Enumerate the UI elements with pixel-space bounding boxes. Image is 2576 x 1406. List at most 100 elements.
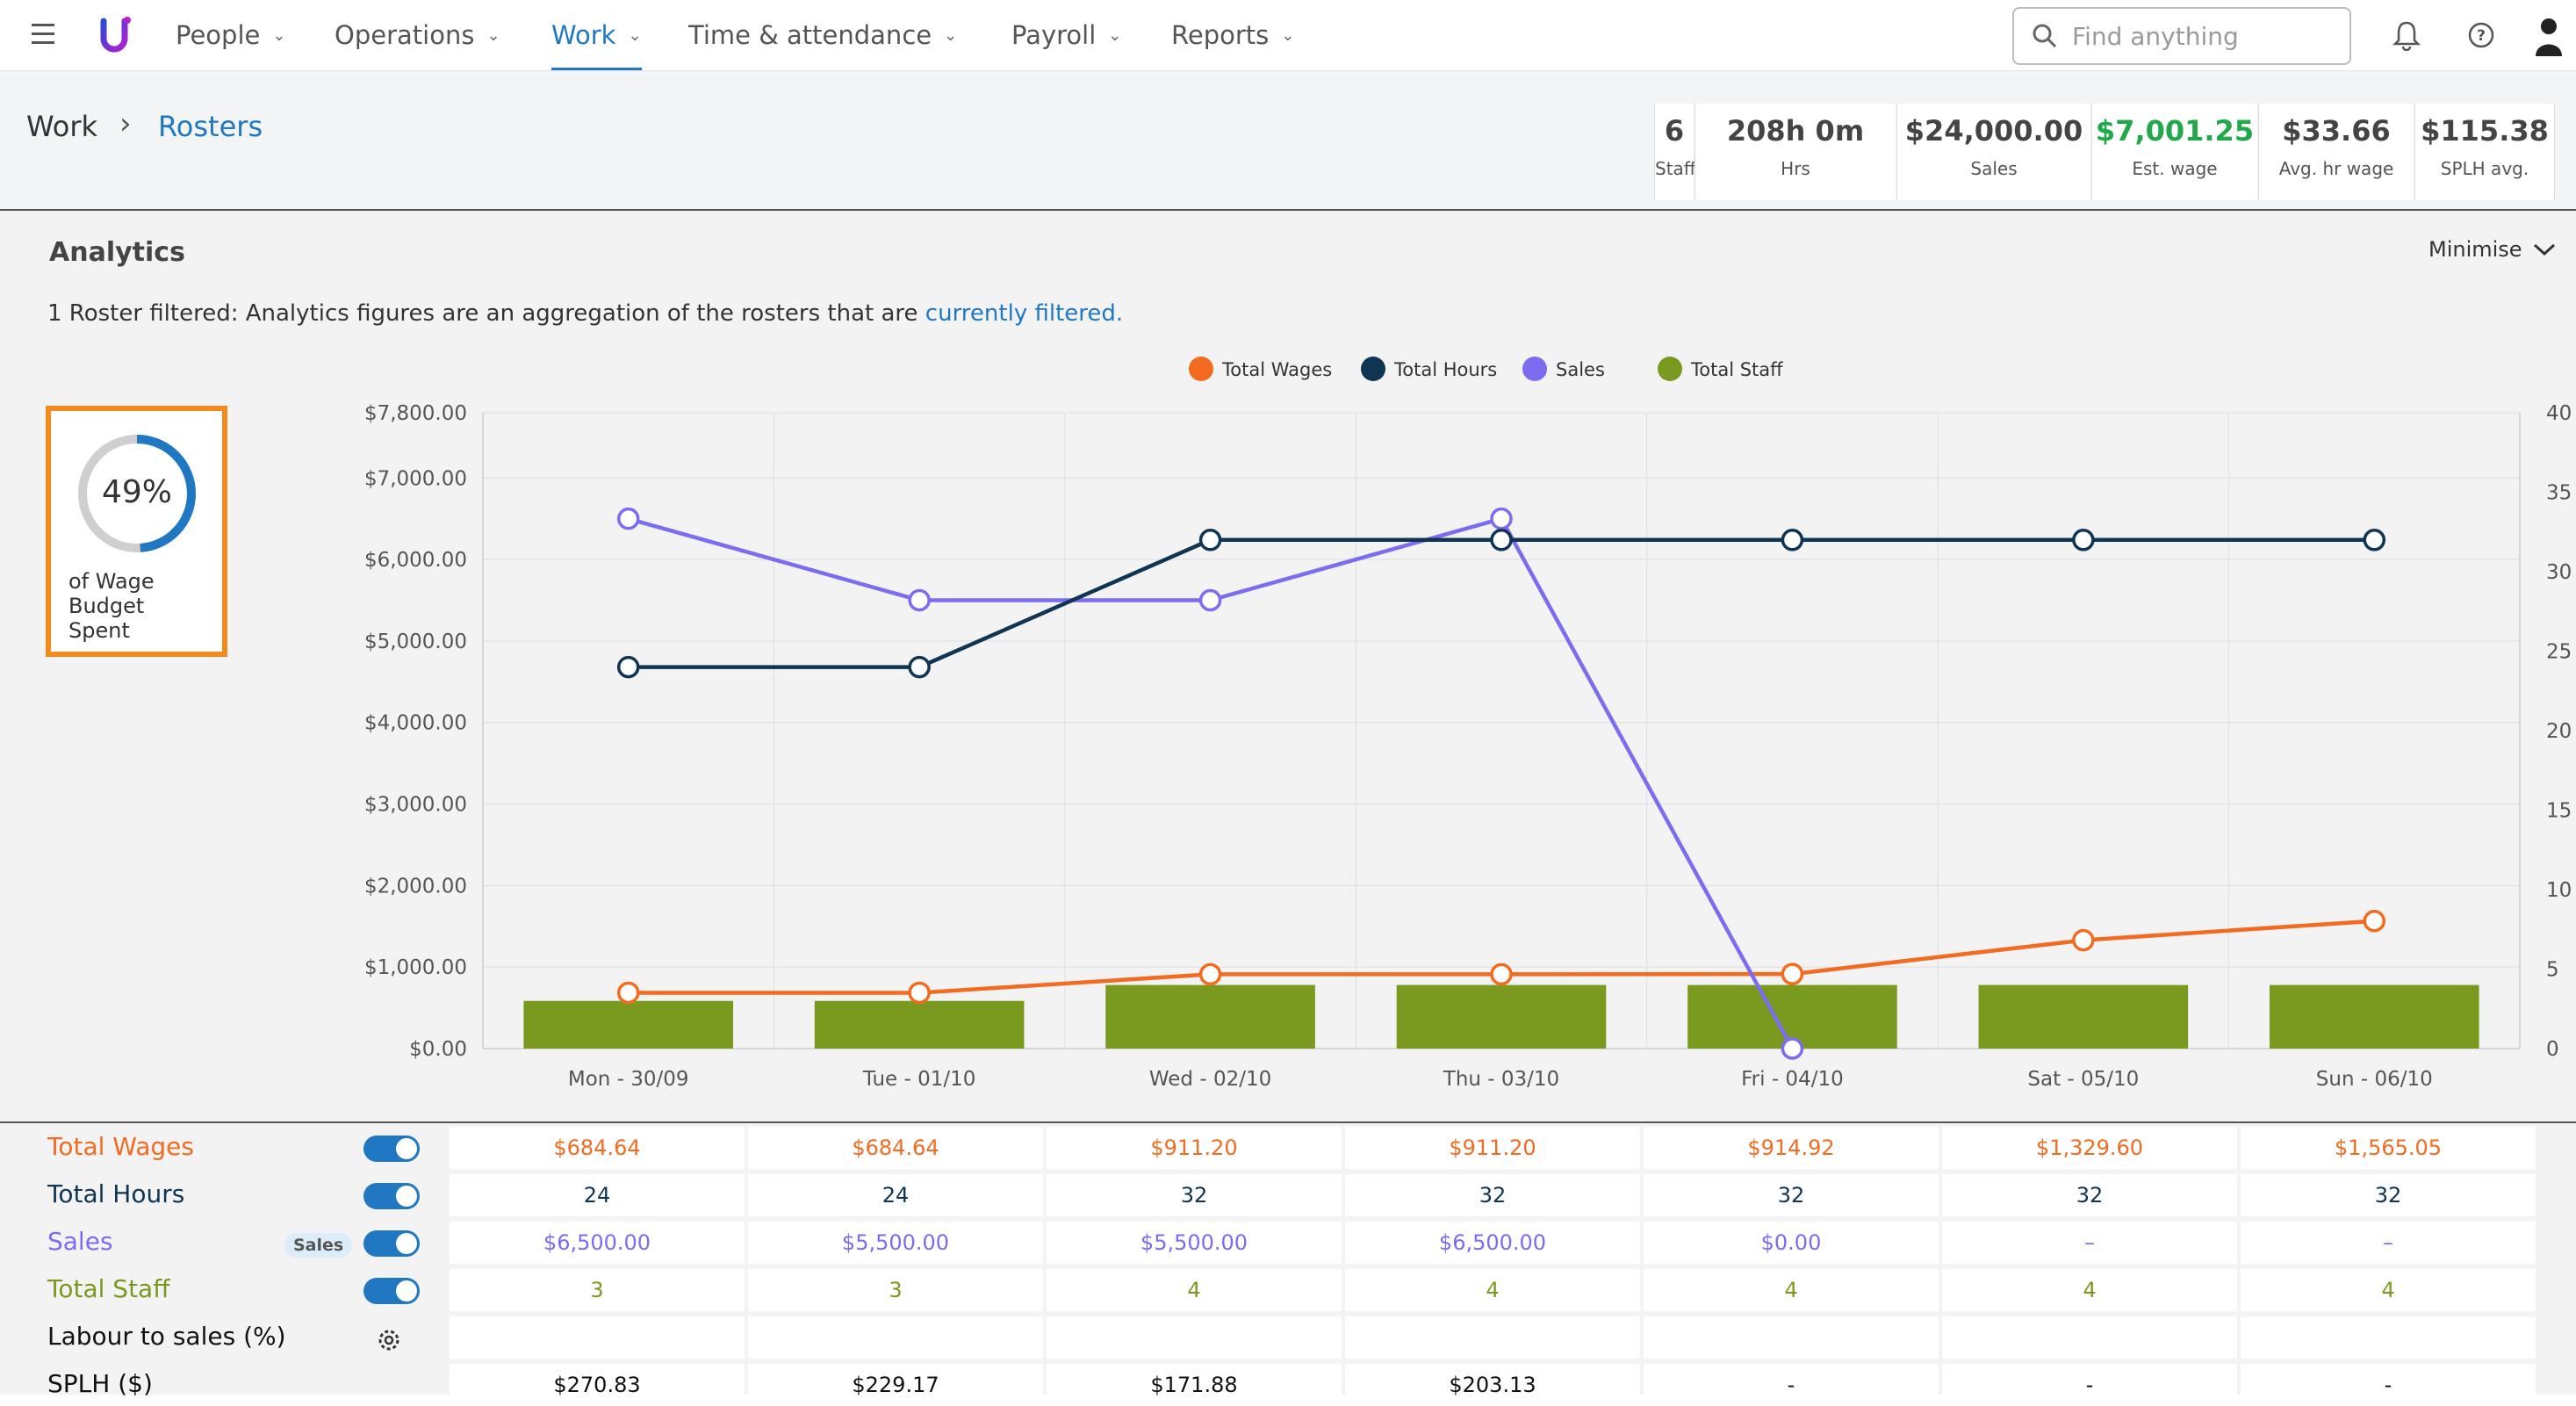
line-total-hours [628,537,2375,669]
y-right-tick-label: 40 [2546,402,2572,425]
y-left-tick-label: $1,000.00 [364,956,467,979]
table-cell: 24 [450,1174,745,1216]
row-label: Total Staff [47,1274,170,1303]
point-total-hours [2072,529,2095,552]
sales-badge: Sales [284,1233,353,1258]
legend-label: Sales [1556,359,1605,380]
point-total-hours [1490,529,1513,552]
y-left-tick-label: $7,800.00 [364,402,467,425]
y-right-tick-label: 10 [2546,879,2572,902]
bar-total-staff [523,1000,734,1049]
bar-total-staff [1396,984,1607,1049]
chevron-down-icon: ⌄ [944,25,958,45]
budget-percent: 49% [101,474,172,510]
table-cell: $0.00 [1644,1222,1939,1264]
stat-est-wage-value: $7,001.25 [2095,114,2255,148]
search-box[interactable] [2012,7,2351,65]
table-cell: $911.20 [1047,1127,1342,1169]
table-cell [450,1316,745,1359]
row-label: Sales [47,1227,113,1256]
nav-payroll[interactable]: Payroll ⌄ [1011,0,1121,70]
x-tick-label: Thu - 03/10 [1443,1068,1559,1091]
row-label: Labour to sales (%) [47,1322,286,1351]
nav-operations-label: Operations [335,20,475,50]
table-cell [2241,1316,2536,1359]
nav-people-label: People [176,20,261,50]
legend-label: Total Wages [1221,359,1332,380]
analytics-title: Analytics [49,237,185,268]
point-total-hours [1781,529,1804,552]
chevron-down-icon: ⌄ [272,25,286,45]
legend-label: Total Hours [1393,359,1497,380]
table-cell: $911.20 [1345,1127,1640,1169]
nav-time-label: Time & attendance [688,20,932,50]
point-sales [1490,507,1513,530]
nav-work[interactable]: Work ⌄ [551,0,642,70]
y-left-tick-label: $7,000.00 [364,467,467,490]
budget-caption-line: Budget [68,594,145,618]
table-cell: $1,329.60 [1942,1127,2237,1169]
logo-icon[interactable] [98,16,133,54]
series-toggle[interactable] [363,1230,420,1257]
nav-reports[interactable]: Reports ⌄ [1171,0,1294,70]
svg-text:?: ? [2477,27,2486,45]
table-cell: $171.88 [1047,1364,1342,1406]
nav-time-attendance[interactable]: Time & attendance ⌄ [688,0,957,70]
nav-people[interactable]: People ⌄ [176,0,285,70]
chevron-down-icon: ⌄ [1281,25,1295,45]
currently-filtered-link[interactable]: currently filtered. [925,300,1124,327]
series-toggle[interactable] [363,1278,420,1304]
search-input[interactable] [2070,18,2337,54]
gear-icon[interactable] [376,1327,402,1353]
stat-splh-label: SPLH avg. [2440,158,2529,179]
budget-donut [78,435,196,552]
table-cell: $5,500.00 [748,1222,1043,1264]
table-cell: – [1942,1222,2237,1264]
table-cell: 32 [2241,1174,2536,1216]
chevron-down-icon [2533,243,2555,256]
stat-avg-wage-label: Avg. hr wage [2278,158,2394,179]
chevron-down-icon: ⌄ [628,25,642,45]
table-cell: 32 [1345,1174,1640,1216]
breadcrumb-parent[interactable]: Work [26,110,98,143]
series-toggle[interactable] [363,1183,420,1209]
user-icon[interactable] [2534,16,2564,56]
point-total-wages [908,981,931,1005]
x-tick-label: Tue - 01/10 [862,1068,976,1091]
table-cell: 4 [1644,1269,1939,1311]
x-tick-label: Sat - 05/10 [2027,1068,2139,1091]
stat-splh-value: $115.38 [2421,114,2549,148]
table-cell: $6,500.00 [1345,1222,1640,1264]
analytics-chart: $0.00 $1,000.00 $2,000.00 $3,000.00 $4,000.0… [364,357,2572,1091]
table-cell: 4 [1047,1269,1342,1311]
row-label: SPLH ($) [47,1369,153,1398]
top-navigation: People ⌄ Operations ⌄ Work ⌄ Time & attenda… [0,0,2576,71]
row-label: Total Hours [47,1179,185,1208]
table-cell: $270.83 [450,1364,745,1406]
table-cell: - [2241,1364,2536,1406]
stat-hours: 208h 0m Hrs [1695,104,1896,200]
point-total-hours [2363,529,2386,552]
stat-sales-value: $24,000.00 [1904,114,2083,148]
x-tick-label: Fri - 04/10 [1741,1068,1844,1091]
point-total-wages [1490,963,1513,986]
filter-note-text: 1 Roster filtered: Analytics figures are… [47,300,918,327]
stat-staff: 6 Staff [1654,104,1696,200]
table-cell: $1,565.05 [2241,1127,2536,1169]
table-cell: $203.13 [1345,1364,1640,1406]
row-label: Total Wages [47,1132,194,1161]
menu-icon[interactable] [32,24,56,45]
bell-icon[interactable] [2392,19,2421,51]
y-right-tick-label: 0 [2546,1038,2559,1061]
legend-marker [1189,357,1213,381]
point-sales [1198,588,1222,612]
series-toggle[interactable] [363,1136,420,1162]
table-cell: 4 [2241,1269,2536,1311]
y-left-tick-label: $3,000.00 [364,794,467,817]
nav-operations[interactable]: Operations ⌄ [335,0,500,70]
minimise-button[interactable]: Minimise [2428,237,2558,262]
bar-total-staff [1978,984,2189,1049]
budget-caption: of Wage Budget Spent [68,569,155,643]
help-icon[interactable]: ? [2467,21,2495,49]
stat-staff-label: Staff [1655,158,1696,179]
